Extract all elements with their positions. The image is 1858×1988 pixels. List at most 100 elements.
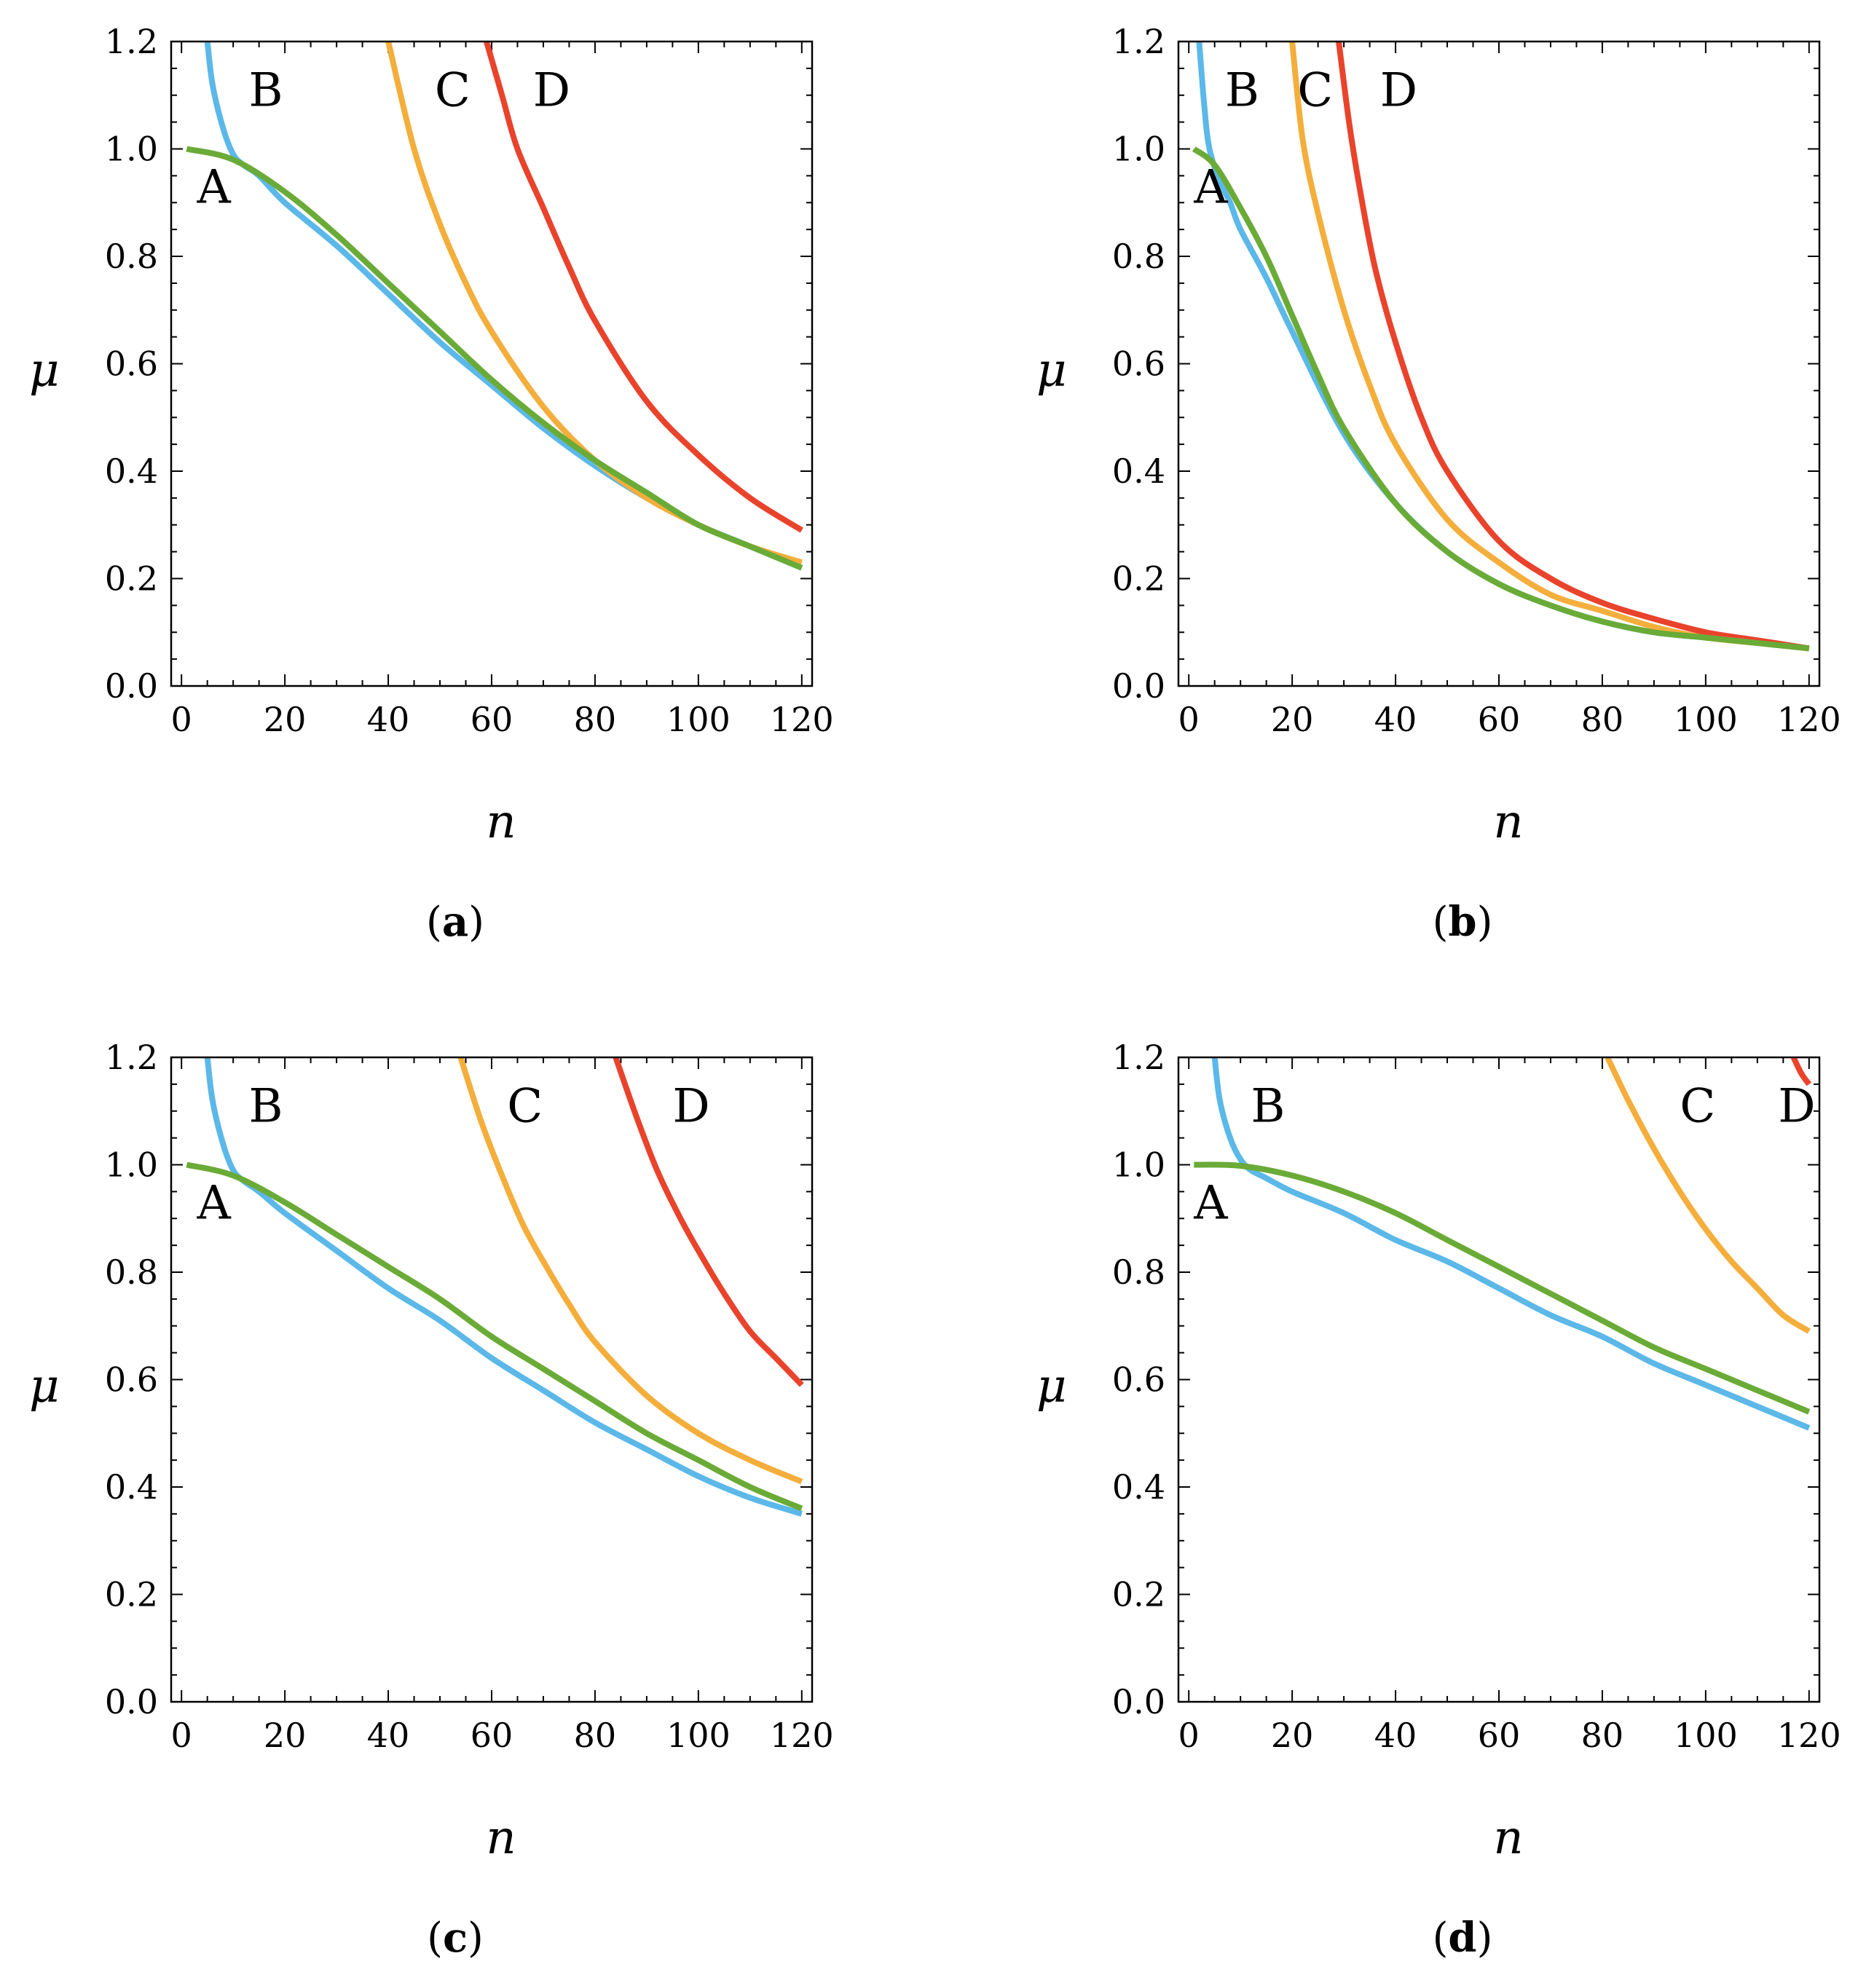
panel-label: (d) <box>1433 1914 1493 1962</box>
y-axis-label: μ <box>29 344 60 398</box>
x-tick-label: 80 <box>1581 700 1624 739</box>
curve-label-C: C <box>435 64 471 118</box>
y-tick-label: 1.2 <box>105 1038 158 1077</box>
series-B-line <box>204 42 803 571</box>
series-D-line <box>1790 1057 1812 1086</box>
series-D-line <box>613 1057 804 1387</box>
y-tick-label: 0.8 <box>1112 237 1165 276</box>
y-tick-label: 1.0 <box>1112 1145 1165 1185</box>
x-tick-label: 120 <box>770 700 834 739</box>
x-tick-label: 0 <box>1178 1716 1200 1755</box>
x-tick-label: 120 <box>770 1716 834 1755</box>
panel-b: 0 20 40 60 80 100 120 0.0 0.2 0.4 0.6 0.8 1.0 1.2 AB C D… <box>1036 22 1841 946</box>
panel-label-close: ) <box>468 1914 484 1962</box>
series-C-line <box>1289 42 1810 652</box>
x-tick-label: 0 <box>1178 700 1200 739</box>
series-A-line <box>186 146 803 571</box>
x-tick-label: 60 <box>471 700 513 739</box>
y-tick-label: 1.2 <box>1112 22 1165 61</box>
series-A-line <box>186 1161 803 1512</box>
y-tick-label: 0.6 <box>105 344 158 384</box>
series-A-line <box>1192 146 1810 652</box>
x-tick-label: 120 <box>1777 1716 1841 1755</box>
x-tick-label: 80 <box>574 700 617 739</box>
curve-label-C: C <box>1297 64 1333 118</box>
y-tick-label: 0.2 <box>105 1575 158 1614</box>
panel-label-letter: d <box>1448 1914 1476 1962</box>
x-tick-label: 20 <box>264 1716 307 1755</box>
y-tick-label: 1.0 <box>1112 130 1165 169</box>
y-tick-label: 1.0 <box>105 1145 158 1185</box>
series-B-line <box>1211 1057 1811 1431</box>
y-tick-label: 0.6 <box>1112 344 1165 384</box>
panel-label: (a) <box>426 898 484 946</box>
curve-label-A: A <box>196 1176 231 1230</box>
y-tick-label: 1.2 <box>1112 1038 1165 1077</box>
y-tick-label: 0.4 <box>1112 451 1165 491</box>
y-tick-label: 0.0 <box>1112 666 1165 706</box>
x-tick-label: 60 <box>471 1716 513 1755</box>
y-tick-label: 0.8 <box>105 237 158 276</box>
panel-label-open: ( <box>427 1914 443 1962</box>
y-tick-label: 0.2 <box>1112 1575 1165 1614</box>
x-tick-label: 40 <box>1374 1716 1417 1755</box>
series-D-line <box>484 42 803 533</box>
panel-label-open: ( <box>426 899 442 946</box>
panel-d: 0 20 40 60 80 100 120 0.0 0.2 0.4 0.6 0.8 1.0 1.2 AB C D… <box>1036 1038 1841 1962</box>
x-tick-label: 80 <box>1581 1716 1624 1755</box>
x-axis-label: n <box>486 795 516 849</box>
panel-c: 0 20 40 60 80 100 120 0.0 0.2 0.4 0.6 0.8 1.0 1.2 AB C D… <box>29 1038 834 1962</box>
x-tick-label: 60 <box>1478 1716 1521 1755</box>
x-tick-label: 40 <box>367 1716 410 1755</box>
panel-label-letter: a <box>442 898 468 946</box>
y-axis-label: μ <box>1036 344 1067 398</box>
x-tick-label: 120 <box>1777 700 1841 739</box>
x-tick-label: 20 <box>1271 700 1314 739</box>
panel-d-frame <box>1177 1056 1821 1703</box>
panel-a: 0 20 40 60 80 100 120 0.0 0.2 0.4 0.6 0.8 1.0 1.2 AB C D… <box>29 22 834 946</box>
series-B-line <box>204 1057 803 1517</box>
x-axis-label: n <box>486 1811 516 1865</box>
panel-c-minor-ticks <box>171 1057 812 1702</box>
y-tick-label: 0.0 <box>105 666 158 706</box>
y-tick-label: 0.2 <box>105 559 158 599</box>
panel-label-close: ) <box>1477 899 1493 946</box>
curve-label-C: C <box>507 1080 543 1134</box>
curve-label-A: A <box>1193 1176 1228 1230</box>
curve-label-B: B <box>248 64 283 118</box>
panel-label-open: ( <box>1433 1914 1449 1962</box>
y-tick-label: 0.4 <box>105 1467 158 1507</box>
panel-label-close: ) <box>1477 1914 1493 1962</box>
series-C-line <box>1605 1057 1811 1334</box>
series-B-line <box>1196 42 1810 652</box>
x-tick-label: 100 <box>1674 700 1738 739</box>
panel-a-curves <box>186 42 803 571</box>
panel-label-open: ( <box>1433 899 1449 946</box>
panel-d-curves <box>1194 1057 1812 1431</box>
curve-label-D: D <box>1778 1080 1815 1134</box>
x-tick-label: 20 <box>264 700 307 739</box>
y-tick-label: 0.8 <box>1112 1253 1165 1292</box>
x-tick-label: 60 <box>1478 700 1521 739</box>
curve-label-A: A <box>1193 160 1228 214</box>
y-tick-label: 1.0 <box>105 130 158 169</box>
series-C-line <box>457 1057 803 1485</box>
series-D-line <box>1336 42 1810 652</box>
panel-b-frame <box>1177 40 1821 687</box>
curve-label-D: D <box>533 64 570 118</box>
panel-b-curves <box>1192 42 1810 652</box>
x-tick-label: 80 <box>574 1716 617 1755</box>
panel-label-letter: c <box>443 1914 468 1962</box>
curve-label-C: C <box>1680 1080 1715 1134</box>
curve-label-D: D <box>672 1080 709 1134</box>
y-tick-label: 0.6 <box>1112 1360 1165 1400</box>
y-tick-label: 0.0 <box>1112 1682 1165 1721</box>
y-axis-label: μ <box>29 1360 60 1413</box>
curve-label-A: A <box>196 160 231 214</box>
y-tick-label: 0.8 <box>105 1253 158 1292</box>
panel-c-curves <box>186 1057 804 1517</box>
panel-b-minor-ticks <box>1178 42 1819 686</box>
y-tick-label: 0.4 <box>105 451 158 491</box>
panel-label-close: ) <box>468 899 484 946</box>
